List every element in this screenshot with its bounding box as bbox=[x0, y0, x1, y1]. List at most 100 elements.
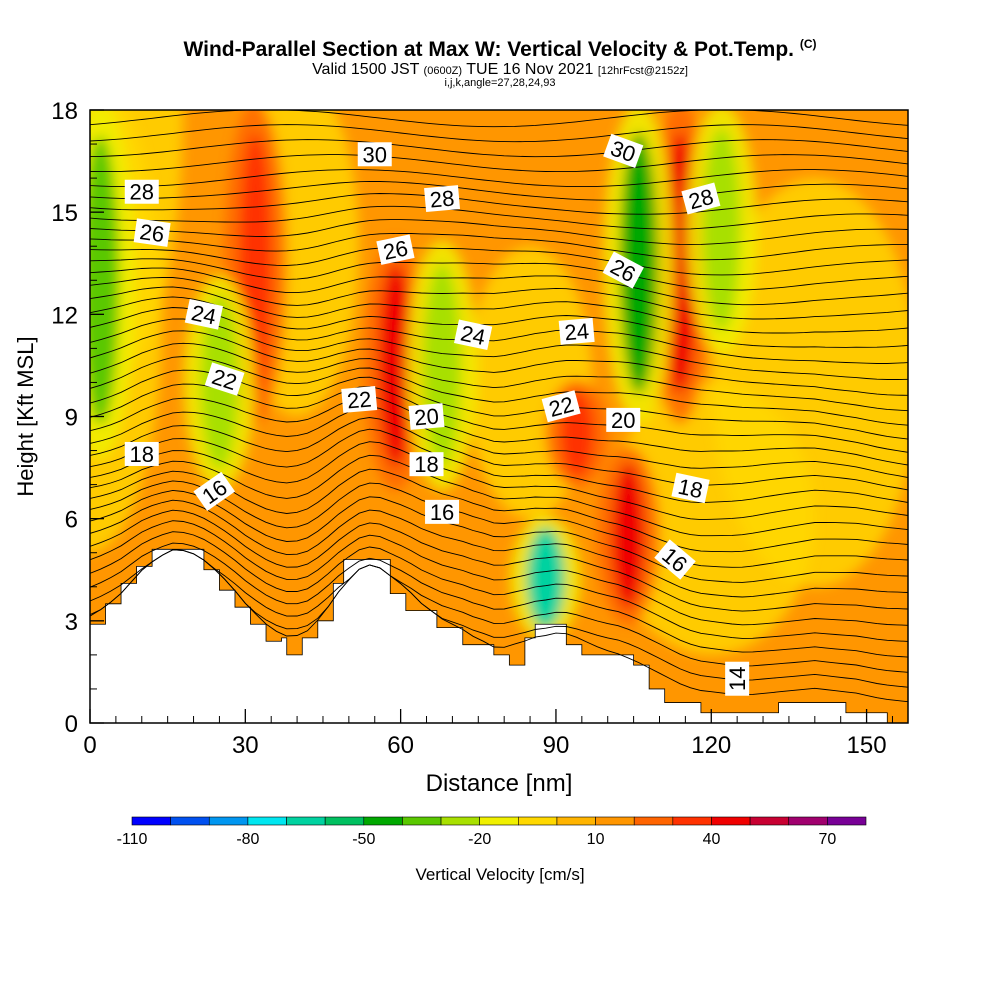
contour-label: 14 bbox=[725, 661, 750, 696]
contour-label: 18 bbox=[671, 472, 710, 504]
isentrope-line bbox=[90, 509, 908, 612]
colorbar-swatch bbox=[749, 816, 790, 826]
svg-text:14: 14 bbox=[725, 666, 750, 690]
isentrope-line bbox=[90, 154, 908, 173]
contour-label: 22 bbox=[541, 390, 581, 423]
subtitle-utc: (0600Z) bbox=[423, 65, 463, 77]
colorbar-swatch bbox=[131, 816, 171, 826]
contour-label: 18 bbox=[124, 441, 159, 467]
isentrope-line bbox=[90, 406, 908, 478]
colorbar-swatch bbox=[440, 816, 480, 826]
isentrope-line bbox=[90, 267, 908, 306]
title-mark: (C) bbox=[799, 37, 817, 51]
isentrope-line bbox=[90, 247, 908, 276]
colorbar: -110 -80 -50 -20 10 40 70 Vertical Velocity [cm… bbox=[117, 816, 867, 884]
y-tick-label: 6 bbox=[65, 507, 78, 534]
svg-text:30: 30 bbox=[363, 142, 387, 167]
isentrope-line bbox=[90, 307, 908, 364]
isentrope-line bbox=[90, 169, 908, 188]
svg-text:18: 18 bbox=[130, 442, 154, 467]
isentrope-line bbox=[90, 219, 908, 246]
isentrope-line bbox=[90, 286, 908, 334]
subtitle-fcst: [12hrFcst@2152z] bbox=[597, 65, 688, 77]
colorbar-swatch bbox=[788, 816, 828, 826]
isentrope-line bbox=[90, 277, 908, 320]
weak-motion-area bbox=[711, 178, 908, 587]
colorbar-swatch bbox=[633, 816, 674, 826]
isentrope-line bbox=[90, 428, 908, 504]
svg-text:26: 26 bbox=[381, 235, 410, 265]
x-tick-label: 30 bbox=[232, 732, 259, 759]
isentrope-line bbox=[90, 205, 908, 230]
y-tick-label: 3 bbox=[65, 609, 78, 636]
isentrope-line bbox=[90, 499, 908, 598]
isentrope-line bbox=[90, 139, 908, 158]
chart-title: Wind-Parallel Section at Max W: Vertical… bbox=[183, 37, 817, 61]
contour-label: 20 bbox=[606, 407, 641, 433]
svg-text:22: 22 bbox=[346, 386, 373, 413]
contour-label: 24 bbox=[184, 299, 224, 330]
svg-text:24: 24 bbox=[458, 320, 487, 350]
isentrope-line bbox=[90, 549, 908, 688]
colorbar-label: Vertical Velocity [cm/s] bbox=[415, 865, 584, 884]
isentrope-line bbox=[90, 296, 908, 348]
isentrope-line bbox=[90, 110, 908, 128]
isentrope-line bbox=[90, 441, 908, 521]
colorbar-swatch bbox=[711, 816, 751, 826]
x-tick-label: 0 bbox=[83, 732, 96, 759]
colorbar-swatch bbox=[827, 816, 867, 826]
contour-label: 22 bbox=[341, 386, 378, 413]
isentrope-line bbox=[90, 454, 908, 537]
isentrope-line bbox=[90, 330, 908, 396]
colorbar-swatch bbox=[672, 816, 712, 826]
isentrope-line bbox=[90, 489, 908, 583]
svg-text:28: 28 bbox=[130, 180, 154, 205]
x-tick-label: 90 bbox=[543, 732, 570, 759]
chart-axes: 0 30 60 90 120 150 0 3 6 9 12 15 18 Distance [nm] Heig… bbox=[13, 98, 909, 797]
y-tick-label: 15 bbox=[51, 200, 78, 227]
contour-label: 26 bbox=[376, 234, 415, 265]
svg-text:20: 20 bbox=[413, 403, 440, 430]
isentrope-line bbox=[90, 193, 908, 215]
isentrope-line bbox=[90, 356, 908, 426]
isentrope-line bbox=[90, 342, 908, 412]
isentrope-line bbox=[90, 531, 908, 642]
colorbar-swatch bbox=[324, 816, 365, 826]
downdraft-core bbox=[686, 110, 758, 355]
chart-indices: i,j,k,angle=27,28,24,93 bbox=[444, 77, 556, 89]
svg-text:18: 18 bbox=[676, 474, 705, 504]
colorbar-tick-label: -50 bbox=[352, 831, 375, 848]
colorbar-swatch bbox=[170, 816, 210, 826]
y-axis-label: Height [Kft MSL] bbox=[13, 336, 38, 496]
contour-label: 20 bbox=[408, 403, 445, 431]
svg-text:28: 28 bbox=[429, 186, 456, 213]
terrain-profile bbox=[90, 548, 908, 723]
x-tick-label: 120 bbox=[691, 732, 731, 759]
contour-label: 24 bbox=[453, 319, 493, 351]
contour-label: 28 bbox=[424, 185, 461, 213]
colorbar-swatch bbox=[402, 816, 442, 826]
contour-label: 18 bbox=[409, 452, 444, 477]
colorbar-swatch bbox=[556, 816, 596, 826]
terrain-mask bbox=[90, 548, 908, 723]
colorbar-tick-label: 10 bbox=[587, 831, 605, 848]
colorbar-tick-label: 40 bbox=[703, 831, 721, 848]
contour-label: 24 bbox=[558, 317, 595, 345]
x-tick-label: 150 bbox=[847, 732, 887, 759]
colorbar-swatch bbox=[247, 816, 287, 826]
colorbar-tick-label: 70 bbox=[818, 831, 836, 848]
colorbar-swatch bbox=[363, 816, 403, 826]
y-tick-label: 12 bbox=[51, 302, 78, 329]
isentrope-line bbox=[90, 180, 908, 201]
svg-text:24: 24 bbox=[563, 318, 590, 345]
isentrope-line bbox=[90, 124, 908, 143]
isentrope-line bbox=[90, 395, 908, 466]
y-tick-label: 0 bbox=[65, 711, 78, 738]
x-tick-label: 60 bbox=[387, 732, 414, 759]
svg-text:16: 16 bbox=[430, 500, 454, 525]
contour-label: 28 bbox=[124, 179, 159, 205]
isentrope-line bbox=[90, 258, 908, 291]
colorbar-swatch bbox=[518, 816, 558, 826]
